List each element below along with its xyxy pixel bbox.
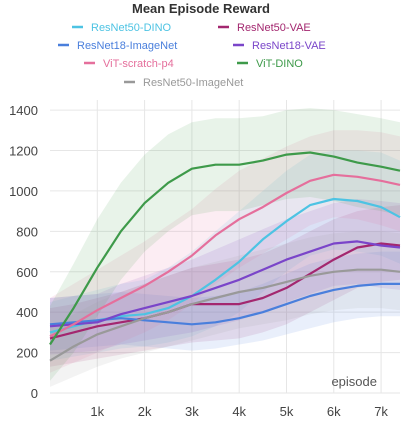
legend-label: ResNet50-VAE	[237, 22, 311, 34]
legend-label: ResNet50-ImageNet	[143, 77, 243, 89]
y-tick-label: 200	[16, 346, 38, 361]
y-tick-label: 400	[16, 305, 38, 320]
legend-item: ResNet18-ImageNet	[58, 40, 177, 52]
legend-label: ViT-DINO	[256, 58, 303, 70]
legend-item: ResNet50-DINO	[72, 22, 172, 34]
legend-item: ViT-scratch-p4	[84, 58, 174, 70]
legend-item: ResNet50-ImageNet	[124, 77, 243, 89]
x-tick-label: 4k	[232, 404, 246, 419]
series-lines	[49, 151, 401, 362]
series-line	[49, 242, 401, 340]
legend-item: ResNet18-VAE	[233, 40, 326, 52]
x-axis-label: episode	[331, 374, 377, 389]
series-line	[49, 240, 401, 328]
y-tick-label: 600	[16, 265, 38, 280]
legend-label: ResNet50-DINO	[91, 22, 172, 34]
legend: ResNet50-DINO ResNet50-VAE ResNet18-ImageN…	[58, 22, 326, 89]
x-tick-label: 7k	[374, 404, 388, 419]
x-tick-label: 5k	[280, 404, 294, 419]
x-tick-label: 3k	[185, 404, 199, 419]
series-band	[50, 108, 400, 381]
legend-label: ViT-scratch-p4	[103, 58, 174, 70]
x-tick-label: 1k	[90, 404, 104, 419]
series-line	[49, 173, 401, 338]
chart-title: Mean Episode Reward	[132, 1, 270, 16]
y-tick-label: 1000	[9, 184, 38, 199]
series-band	[50, 205, 400, 367]
y-tick-label: 1200	[9, 144, 38, 159]
grid	[50, 100, 400, 394]
series-band	[50, 130, 400, 373]
legend-item: ResNet50-VAE	[218, 22, 311, 34]
series-line	[49, 151, 401, 346]
x-axis: 1k 2k 3k 4k 5k 6k 7k	[90, 404, 388, 419]
y-tick-label: 800	[16, 224, 38, 239]
y-tick-label: 0	[31, 386, 38, 401]
x-tick-label: 2k	[138, 404, 152, 419]
x-tick-label: 6k	[327, 404, 341, 419]
legend-label: ResNet18-VAE	[252, 40, 326, 52]
series-band	[50, 231, 400, 387]
legend-item: ViT-DINO	[237, 58, 303, 70]
y-axis: 0 200 400 600 800 1000 1200 1400	[9, 103, 38, 401]
y-tick-label: 1400	[9, 103, 38, 118]
legend-label: ResNet18-ImageNet	[77, 40, 177, 52]
confidence-bands	[50, 108, 400, 387]
series-line	[49, 268, 401, 362]
series-band	[50, 150, 400, 361]
